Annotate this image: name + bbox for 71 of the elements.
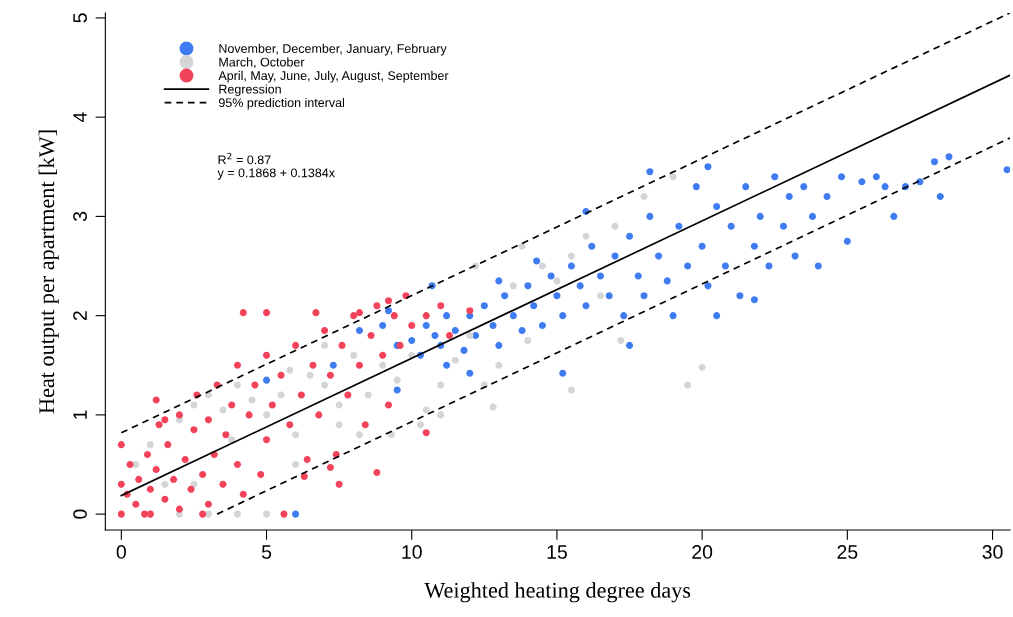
point <box>451 356 459 364</box>
point <box>518 242 526 250</box>
point <box>611 222 619 230</box>
point <box>132 460 140 469</box>
point <box>262 510 271 518</box>
point <box>204 510 212 518</box>
x-tick-label: 25 <box>837 545 858 559</box>
point <box>538 262 546 270</box>
y-tick-label: 0 <box>73 509 87 519</box>
point <box>416 421 424 429</box>
x-tick-label: 15 <box>547 545 567 559</box>
point <box>437 381 445 389</box>
point <box>596 292 605 300</box>
y-tick-label: 5 <box>73 13 87 23</box>
x-tick-label: 0 <box>116 545 126 559</box>
y-tick-label: 1 <box>73 410 87 419</box>
point <box>262 411 271 419</box>
legend-label: April, May, June, July, August, September <box>218 70 449 83</box>
point <box>698 363 706 371</box>
point <box>364 391 372 399</box>
y-tick-label: 3 <box>73 211 87 222</box>
x-tick-label: 10 <box>402 545 422 559</box>
x-tick-label: 30 <box>982 545 1003 559</box>
point <box>422 406 430 414</box>
annotation: y = 0.1868 + 0.1384x <box>217 168 335 180</box>
point <box>321 381 329 389</box>
point <box>350 351 358 359</box>
x-axis-title: Weighted heating degree days <box>424 582 691 603</box>
point <box>292 431 300 439</box>
point <box>567 386 575 394</box>
point <box>161 480 169 488</box>
y-axis-title: Heat output per apartment [kW] <box>38 130 59 414</box>
point <box>669 173 677 181</box>
legend-label: March, October <box>219 57 305 68</box>
point <box>495 361 503 369</box>
point <box>553 277 561 285</box>
legend-label: Regression <box>219 84 281 97</box>
point <box>466 331 474 340</box>
point <box>286 366 294 374</box>
point <box>379 361 387 369</box>
point <box>509 282 517 290</box>
point <box>248 396 256 404</box>
y-tick-label: 2 <box>73 311 87 321</box>
point <box>306 371 314 379</box>
point <box>617 336 625 344</box>
legend-label: November, December, January, February <box>219 43 447 56</box>
point <box>524 336 532 344</box>
x-tick-label: 20 <box>692 545 713 559</box>
annotation: R$^{2}$ = 0.87 <box>218 152 271 165</box>
point <box>228 436 236 444</box>
point <box>582 232 590 240</box>
point <box>146 441 154 449</box>
point <box>335 401 343 409</box>
point <box>489 403 497 411</box>
point <box>684 381 692 389</box>
point <box>233 510 242 518</box>
point <box>335 421 343 429</box>
point <box>233 381 242 389</box>
point <box>292 460 300 469</box>
x-tick-label: 5 <box>261 545 272 559</box>
point <box>355 431 363 439</box>
point <box>219 406 227 414</box>
point <box>437 411 445 419</box>
point <box>204 391 212 399</box>
point <box>321 341 329 349</box>
point <box>567 252 575 260</box>
point <box>640 193 648 201</box>
y-tick-label: 4 <box>73 112 87 123</box>
legend-label: 95% prediction interval <box>218 97 344 110</box>
point <box>393 376 401 384</box>
point <box>190 401 198 409</box>
